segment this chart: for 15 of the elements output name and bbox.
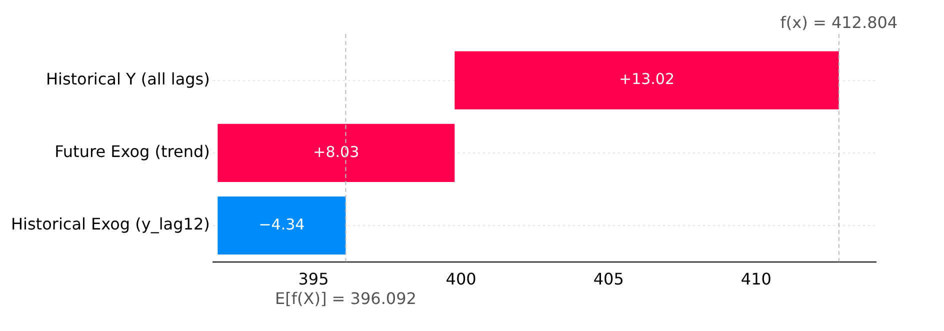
- bar: [218, 124, 455, 182]
- x-tick-label: 400: [446, 270, 476, 289]
- ref-line-label: E[f(X)] = 396.092: [275, 288, 416, 308]
- y-tick-label: Historical Y (all lags): [46, 69, 210, 88]
- data-label: +8.03: [313, 142, 360, 161]
- data-label: +13.02: [618, 70, 675, 88]
- bar: [218, 196, 346, 255]
- x-tick-label: 395: [298, 270, 329, 289]
- x-tick-label: 410: [740, 270, 772, 289]
- x-tick-label: 405: [593, 270, 624, 289]
- y-tick-label: Future Exog (trend): [54, 142, 210, 162]
- y-tick-label: Historical Exog (y_lag12): [10, 214, 210, 234]
- bar: [454, 51, 839, 110]
- ref-line-label: f(x) = 412.804: [780, 13, 898, 32]
- data-label: −4.34: [258, 215, 305, 234]
